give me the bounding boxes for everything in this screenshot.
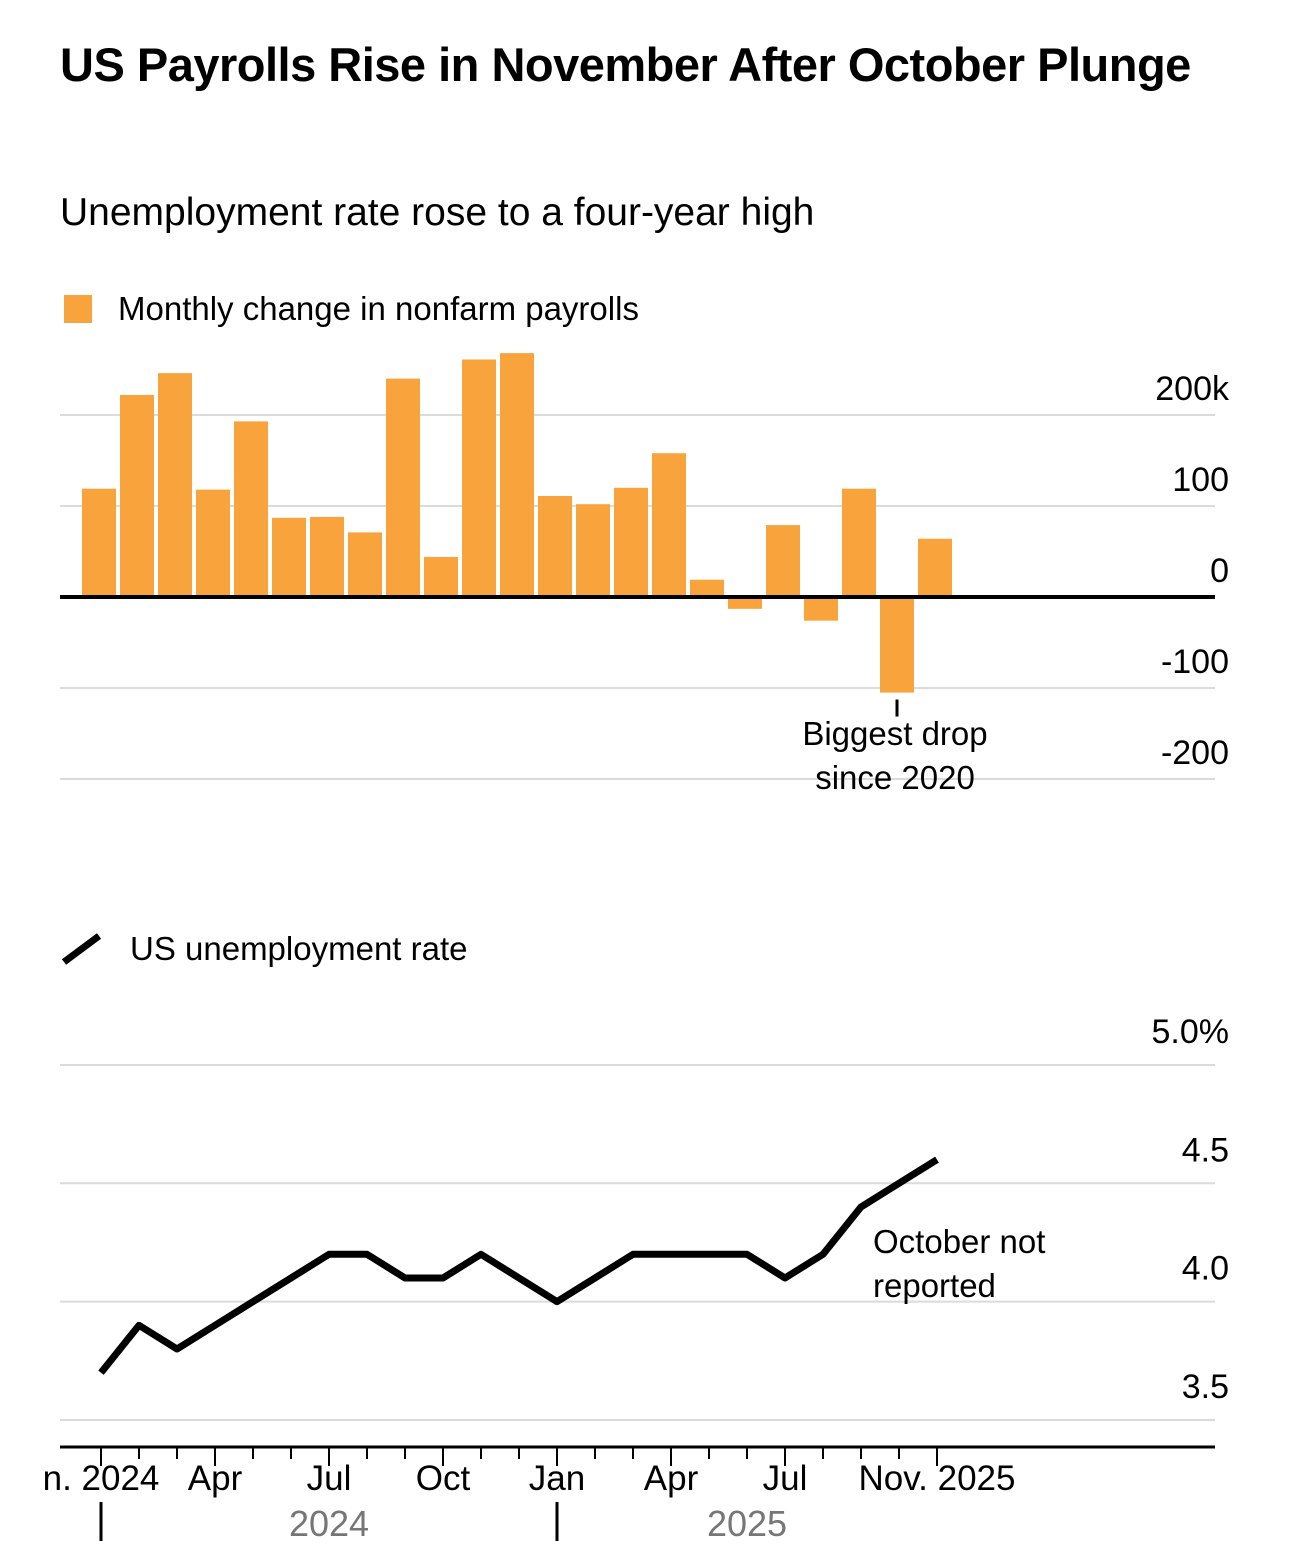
payroll-bar — [614, 487, 648, 597]
line-y-tick-label: 4.0 — [1182, 1250, 1229, 1288]
payroll-bar — [804, 597, 838, 621]
era-label: 2024 — [289, 1503, 369, 1544]
payroll-bar — [500, 353, 534, 597]
payrolls-legend-label: Monthly change in nonfarm payrolls — [118, 290, 639, 327]
bar-y-tick-label: -200 — [1161, 734, 1229, 772]
payroll-bar — [120, 394, 154, 597]
payroll-bar — [538, 495, 572, 597]
payroll-bar — [234, 421, 268, 597]
payroll-bar — [728, 597, 762, 609]
payroll-bar — [424, 556, 458, 597]
bar-y-tick-label: 100 — [1172, 461, 1229, 499]
october-not-reported-annotation: October not reported — [873, 1220, 1173, 1307]
payroll-bar — [462, 359, 496, 597]
payroll-bar — [272, 517, 306, 597]
payroll-bar — [880, 597, 914, 693]
unemployment-legend-label: US unemployment rate — [130, 930, 468, 967]
payroll-bar — [158, 373, 192, 597]
x-tick-label: Jul — [307, 1459, 352, 1498]
payroll-bar — [348, 532, 382, 597]
line-swatch-icon — [61, 933, 102, 965]
biggest-drop-annotation: Biggest drop since 2020 — [740, 712, 1050, 799]
page-subtitle: Unemployment rate rose to a four-year hi… — [60, 191, 815, 234]
x-tick-label: Nov. 2025 — [859, 1459, 1016, 1498]
payroll-bar — [386, 378, 420, 597]
x-tick-label: Apr — [644, 1459, 699, 1498]
payroll-bar — [82, 488, 116, 597]
annotation-line: since 2020 — [815, 758, 975, 796]
x-tick-label: Jul — [763, 1459, 808, 1498]
page-title: US Payrolls Rise in November After Octob… — [60, 38, 1191, 91]
payroll-bar — [196, 489, 230, 597]
x-tick-label: Apr — [188, 1459, 243, 1498]
payroll-bar — [310, 516, 344, 597]
annotation-line: October not — [873, 1223, 1046, 1260]
bar-y-tick-label: -100 — [1161, 643, 1229, 681]
line-y-tick-label: 3.5 — [1182, 1368, 1229, 1406]
bar-y-tick-label: 0 — [1210, 552, 1229, 590]
payroll-bar — [576, 504, 610, 597]
x-tick-label: Oct — [416, 1459, 471, 1498]
payroll-bar — [690, 579, 724, 597]
payroll-bar — [842, 488, 876, 597]
x-tick-label: n. 2024 — [43, 1459, 160, 1498]
annotation-line: Biggest drop — [802, 715, 988, 752]
payroll-bar — [652, 453, 686, 597]
annotation-line: reported — [873, 1266, 996, 1304]
payroll-bar — [766, 525, 800, 597]
unemployment-legend: US unemployment rate — [60, 930, 468, 968]
payroll-bar — [918, 538, 952, 597]
x-tick-label: Jan — [529, 1459, 585, 1498]
bar-y-tick-label: 200k — [1155, 370, 1230, 408]
bar-swatch-icon — [64, 295, 92, 323]
era-label: 2025 — [707, 1503, 787, 1544]
line-y-tick-label: 5.0% — [1152, 1013, 1230, 1051]
payrolls-legend: Monthly change in nonfarm payrolls — [64, 290, 639, 328]
line-y-tick-label: 4.5 — [1182, 1131, 1229, 1169]
unemployment-line — [98, 1156, 939, 1375]
